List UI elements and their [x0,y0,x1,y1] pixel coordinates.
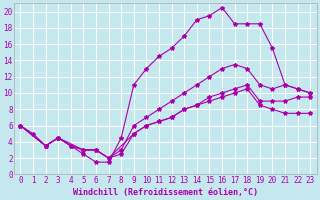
X-axis label: Windchill (Refroidissement éolien,°C): Windchill (Refroidissement éolien,°C) [73,188,258,197]
